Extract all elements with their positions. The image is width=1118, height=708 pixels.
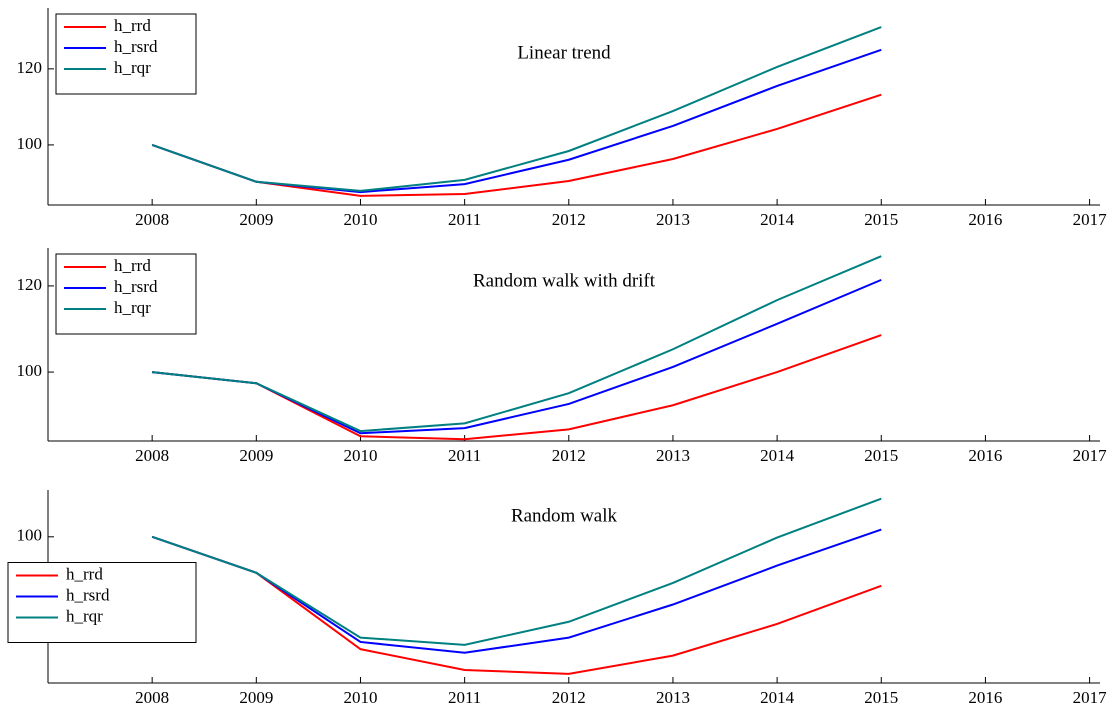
x-tick-label: 2012 xyxy=(552,210,586,229)
legend-label: h_rsrd xyxy=(66,585,110,604)
x-tick-label: 2016 xyxy=(968,446,1002,465)
x-tick-label: 2015 xyxy=(864,688,898,707)
x-tick-label: 2014 xyxy=(760,688,795,707)
x-tick-label: 2014 xyxy=(760,446,795,465)
series-line xyxy=(151,535,882,675)
x-tick-label: 2013 xyxy=(656,210,690,229)
x-tick-label: 2009 xyxy=(239,688,273,707)
x-tick-label: 2017 xyxy=(1073,210,1108,229)
series-line xyxy=(151,48,882,194)
x-tick-label: 2016 xyxy=(968,688,1002,707)
x-tick-label: 2009 xyxy=(239,210,273,229)
legend-label: h_rrd xyxy=(114,256,151,275)
x-tick-label: 2008 xyxy=(135,210,169,229)
x-tick-label: 2017 xyxy=(1073,688,1108,707)
x-tick-label: 2009 xyxy=(239,446,273,465)
x-tick-label: 2010 xyxy=(343,210,377,229)
legend-label: h_rqr xyxy=(114,298,151,317)
series-line xyxy=(151,93,882,197)
y-tick-label: 120 xyxy=(17,275,43,294)
x-tick-label: 2013 xyxy=(656,688,690,707)
x-tick-label: 2011 xyxy=(448,210,481,229)
x-tick-label: 2010 xyxy=(343,446,377,465)
series-line xyxy=(151,26,882,192)
series-line xyxy=(152,255,882,433)
x-tick-label: 2015 xyxy=(864,210,898,229)
x-tick-label: 2012 xyxy=(552,446,586,465)
x-tick-label: 2015 xyxy=(864,446,898,465)
x-tick-label: 2012 xyxy=(552,688,586,707)
x-tick-label: 2008 xyxy=(135,446,169,465)
legend-label: h_rsrd xyxy=(114,277,158,296)
y-tick-label: 100 xyxy=(17,361,43,380)
y-tick-label: 100 xyxy=(17,526,43,545)
chart-title: Random walk with drift xyxy=(473,270,656,291)
x-tick-label: 2013 xyxy=(656,446,690,465)
x-tick-label: 2008 xyxy=(135,688,169,707)
legend-label: h_rqr xyxy=(114,58,151,77)
series-line xyxy=(151,497,882,646)
legend-label: h_rqr xyxy=(66,606,103,625)
chart-title: Linear trend xyxy=(517,42,611,63)
legend-label: h_rrd xyxy=(66,564,103,583)
legend-label: h_rsrd xyxy=(114,37,158,56)
y-tick-label: 100 xyxy=(17,134,43,153)
x-tick-label: 2014 xyxy=(760,210,795,229)
chart-title: Random walk xyxy=(511,505,618,526)
legend-label: h_rrd xyxy=(114,16,151,35)
y-tick-label: 120 xyxy=(17,58,43,77)
x-tick-label: 2017 xyxy=(1073,446,1108,465)
series-line xyxy=(152,334,882,441)
x-tick-label: 2011 xyxy=(448,446,481,465)
x-tick-label: 2011 xyxy=(448,688,481,707)
x-tick-label: 2010 xyxy=(343,688,377,707)
x-tick-label: 2016 xyxy=(968,210,1002,229)
